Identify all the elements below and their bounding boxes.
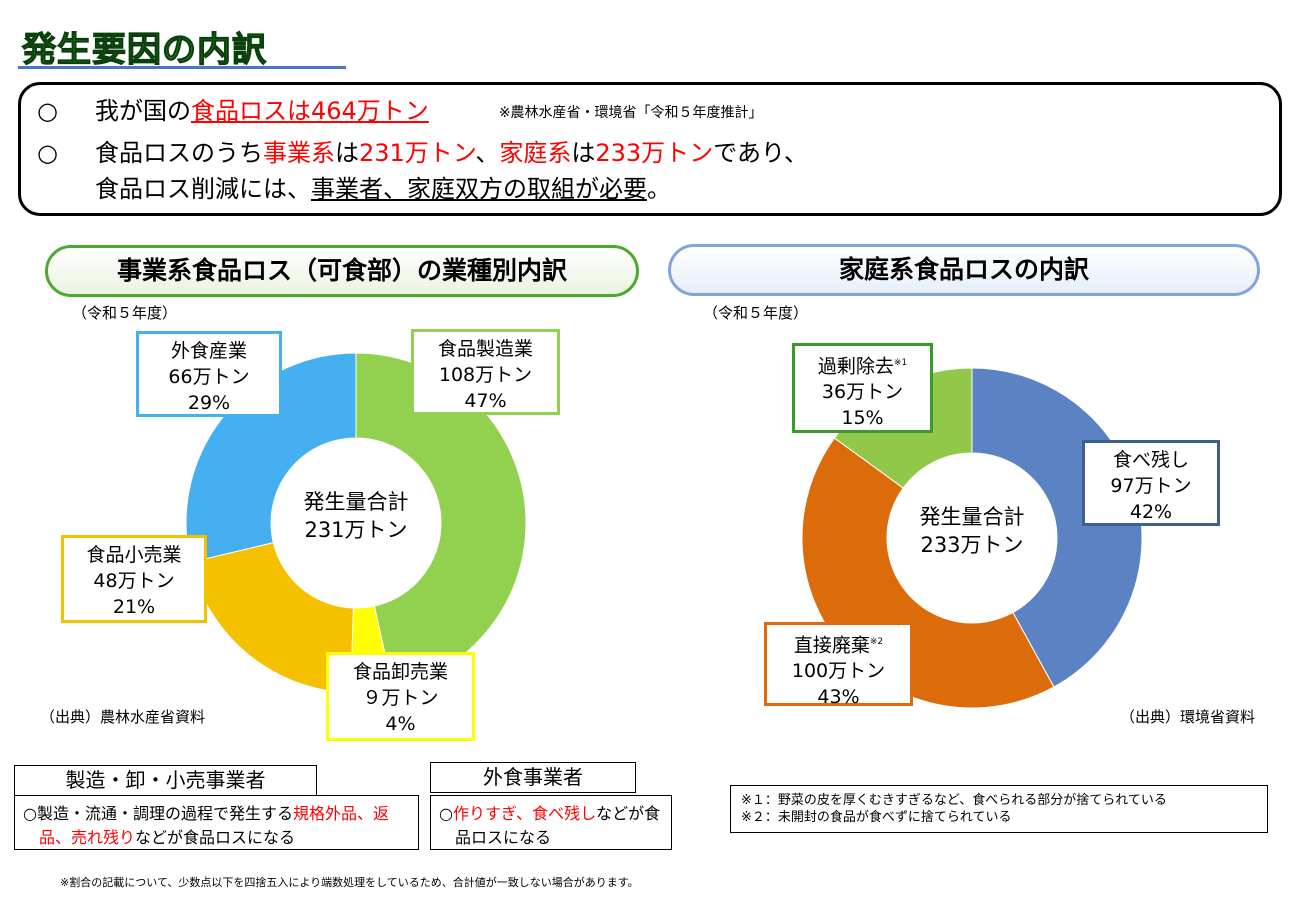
center-label: 233万トン [920, 533, 1023, 557]
amount-label: ９万トン [362, 687, 439, 709]
chart-subtitle: （令和５年度） [72, 304, 178, 322]
category-label: 食品小売業 [64, 542, 204, 568]
slice-label-box: 過剰除去※1 36万トン 15% [792, 343, 933, 433]
amount-label: 108万トン [438, 364, 533, 386]
text-segment: 231万トン [359, 139, 476, 167]
chart-title: 事業系食品ロス（可食部）の業種別内訳 [45, 245, 639, 297]
category-label: 食品卸売業 [329, 659, 472, 685]
summary-line: ○ 食品ロスのうち事業系は231万トン、家庭系は233万トンであり、 [37, 133, 808, 168]
category-label: 直接廃棄※2 [767, 629, 910, 658]
summary-line: 食品ロス削減には、事業者、家庭双方の取組が必要。 [95, 169, 671, 204]
text-segment: 233万トン [595, 139, 714, 167]
category-label: 食品製造業 [414, 336, 557, 362]
chart-subtitle: （令和５年度） [703, 304, 809, 322]
note-line: ※１：野菜の皮を厚くむきすぎるなど、食べられる部分が捨てられている [741, 793, 1167, 808]
chart-source: （出典）農林水産省資料 [40, 708, 206, 726]
slice-label-box: 食品製造業 108万トン 47% [411, 329, 560, 415]
center-label: 発生量合計 [920, 505, 1025, 529]
text-segment: 。 [647, 175, 671, 203]
text-segment: は [571, 139, 596, 167]
percent-label: 29% [187, 392, 231, 414]
slice-label-box: 食べ残し 97万トン 42% [1082, 440, 1220, 526]
business-box-title: 外食事業者 [430, 762, 636, 793]
amount-label: 97万トン [1110, 475, 1192, 497]
amount-label: 48万トン [93, 570, 175, 592]
text-segment: 事業系 [263, 139, 335, 167]
text-segment: 食品ロスのうち [95, 139, 263, 167]
business-box: ○製造・流通・調理の過程で発生する規格外品、返品、売れ残りなどが食品ロスになる [14, 795, 419, 850]
summary-line: ○ 我が国の食品ロスは464万トン ※農林水産省・環境省「令和５年度推計」 [37, 91, 763, 126]
text-segment: ○製造・流通・調理の過程で発生する [23, 804, 293, 823]
source-note: ※農林水産省・環境省「令和５年度推計」 [498, 105, 763, 121]
slice-label-box: 直接廃棄※2 100万トン 43% [764, 622, 913, 708]
donut-slice [185, 352, 357, 563]
summary-box: ○ 我が国の食品ロスは464万トン ※農林水産省・環境省「令和５年度推計」 ○ 食品ロス… [18, 82, 1282, 216]
category-name: 食品小売業 [86, 544, 182, 566]
category-name: 外食産業 [170, 340, 247, 362]
slice-label-box: 外食産業 66万トン 29% [136, 331, 282, 417]
category-label: 外食産業 [139, 338, 279, 364]
category-note: ※1 [893, 358, 908, 368]
percent-label: 47% [464, 390, 507, 412]
slice-label-box: 食品卸売業 ９万トン 4% [326, 652, 475, 741]
text-segment: などが食品ロスになる [455, 804, 661, 847]
category-label: 食べ残し [1085, 447, 1217, 473]
business-box-title: 製造・卸・小売事業者 [14, 765, 317, 796]
category-name: 食品製造業 [437, 338, 533, 360]
text-segment: は [335, 139, 359, 167]
footer-note: ※割合の記載について、少数点以下を四捨五入により端数処理をしているため、合計値が… [60, 876, 639, 889]
text-segment: 、 [475, 139, 500, 167]
bullet: ○ [37, 139, 58, 167]
center-label: 231万トン [304, 518, 407, 542]
text-segment: 食品ロス削減には、 [95, 175, 311, 203]
text-segment: であり、 [713, 139, 808, 167]
percent-label: 15% [841, 407, 884, 430]
business-box: ○作りすぎ、食べ残しなどが食品ロスになる [430, 795, 672, 850]
page-title: 発生要因の内訳 [21, 29, 267, 70]
notes-box: ※１：野菜の皮を厚くむきすぎるなど、食べられる部分が捨てられている ※２：未開封の… [730, 785, 1268, 833]
percent-label: 4% [385, 713, 416, 735]
chart-title: 家庭系食品ロスの内訳 [668, 244, 1260, 296]
text-segment: 食品ロスは464万トン [191, 97, 429, 125]
chart-source: （出典）環境省資料 [1119, 708, 1255, 726]
text-segment: ○ [439, 804, 453, 823]
text-segment: 作りすぎ、食べ残し [452, 804, 597, 823]
text-segment: 我が国の [95, 97, 191, 125]
title-underline [18, 66, 346, 69]
percent-label: 21% [112, 596, 156, 618]
text-segment: 規格外品、返品、売れ残り [39, 804, 389, 847]
category-note: ※2 [869, 637, 884, 647]
category-name: 過剰除去 [817, 355, 894, 378]
text-segment: 事業者、家庭双方の取組が必要 [311, 175, 647, 203]
category-name: 食べ残し [1112, 449, 1189, 471]
category-label: 過剰除去※1 [795, 350, 930, 379]
amount-label: 66万トン [168, 366, 250, 388]
slice-label-box: 食品小売業 48万トン 21% [61, 535, 207, 623]
category-name: 直接廃棄 [793, 634, 870, 657]
note-line: ※２：未開封の食品が食べずに捨てられている [741, 810, 1012, 825]
percent-label: 43% [817, 686, 860, 709]
amount-label: 36万トン [821, 381, 904, 404]
center-label: 発生量合計 [304, 490, 409, 514]
text-segment: 家庭系 [499, 139, 572, 167]
amount-label: 100万トン [791, 660, 886, 683]
text-segment: などが食品ロスになる [135, 828, 296, 847]
percent-label: 42% [1129, 501, 1173, 523]
bullet: ○ [37, 97, 58, 125]
category-name: 食品卸売業 [352, 661, 448, 683]
